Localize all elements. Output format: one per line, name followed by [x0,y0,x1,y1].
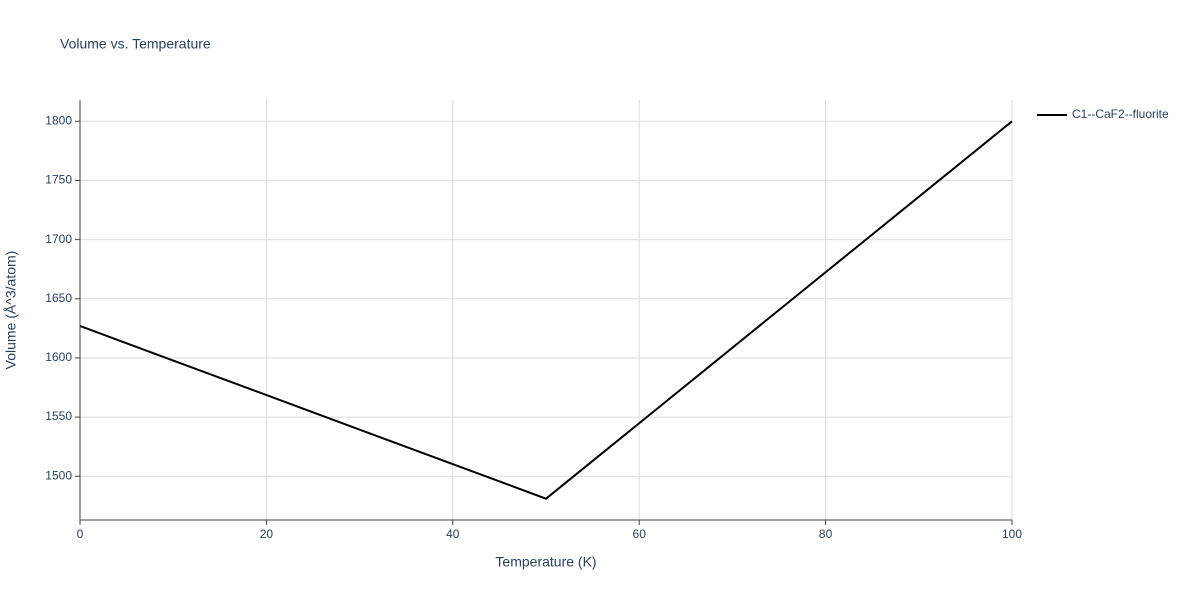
legend-label: C1--CaF2--fluorite [1072,107,1169,121]
y-tick-label: 1800 [45,113,72,127]
x-tick-label: 100 [1002,527,1022,541]
y-axis-label: Volume (Å^3/atom) [3,251,19,370]
x-tick-label: 40 [446,527,460,541]
x-tick-label: 80 [819,527,833,541]
y-tick-label: 1650 [45,291,72,305]
y-tick-label: 1600 [45,350,72,364]
x-tick-label: 60 [633,527,647,541]
y-tick-label: 1550 [45,409,72,423]
data-line [79,120,1013,500]
y-tick-label: 1500 [45,468,72,482]
y-tick-label: 1700 [45,232,72,246]
y-tick-label: 1750 [45,173,72,187]
chart-title: Volume vs. Temperature [60,36,211,52]
x-axis-label: Temperature (K) [495,554,596,570]
x-tick-label: 20 [260,527,274,541]
x-tick-label: 0 [77,527,84,541]
